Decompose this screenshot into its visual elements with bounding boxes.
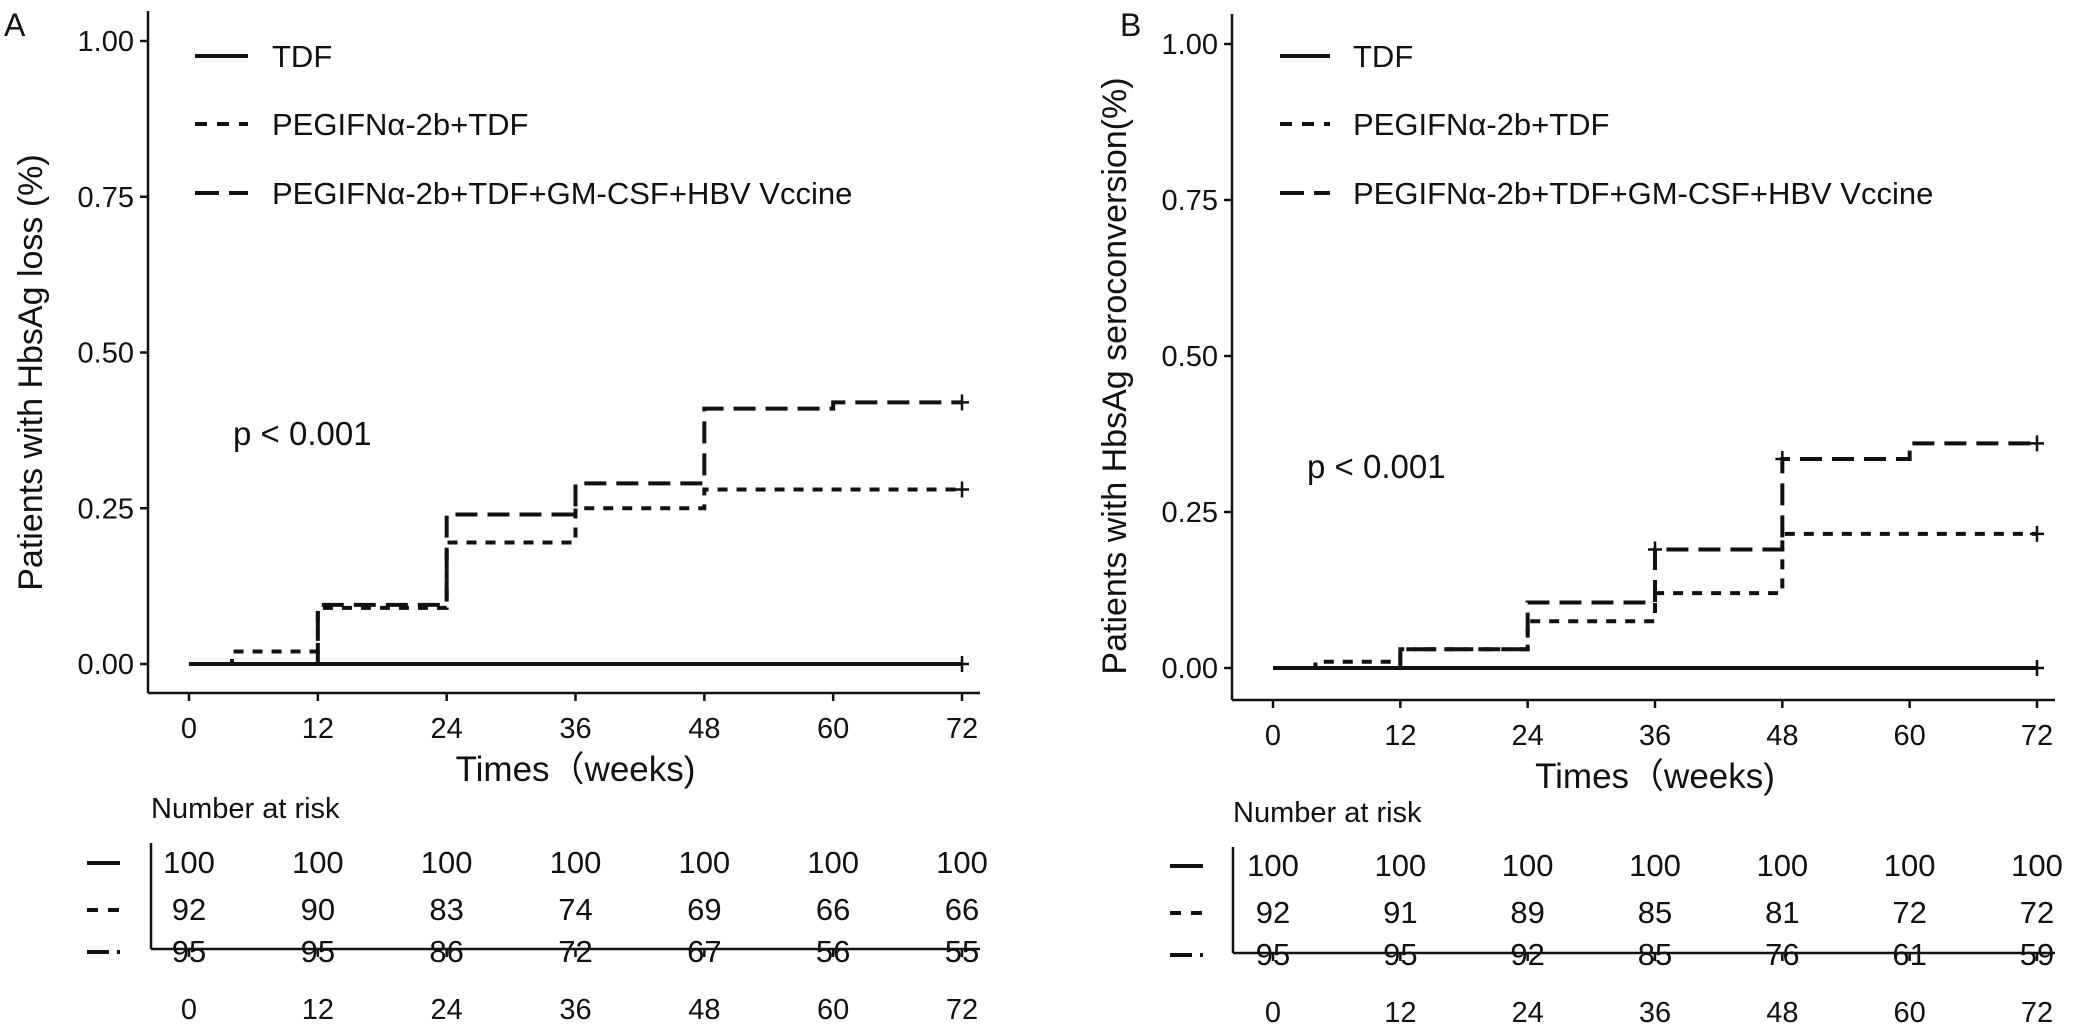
- y-axis-title: Patients with HbsAg loss (%): [12, 154, 50, 591]
- risk-cell: 100: [1247, 848, 1299, 883]
- risk-cell: 81: [1765, 895, 1799, 930]
- legend-label: TDF: [272, 39, 332, 74]
- x-tick-label: 48: [1766, 720, 1798, 752]
- legend-label: TDF: [1353, 39, 1413, 74]
- x-axis-title: Times（weeks): [1535, 757, 1775, 796]
- risk-x-tick-label: 12: [302, 994, 334, 1026]
- risk-cell: 91: [1383, 895, 1417, 930]
- panel-b: B 0.00 0.25 0.50 0.75 1.00 0 12 24 36 48 60 72 Times（…: [1096, 7, 2063, 1029]
- risk-cell: 100: [292, 845, 344, 880]
- risk-x-tick-label: 48: [688, 994, 720, 1026]
- risk-x-tick-label: 24: [1512, 997, 1544, 1029]
- legend-label: PEGIFNα-2b+TDF+GM-CSF+HBV Vccine: [272, 176, 852, 211]
- x-tick-label: 0: [181, 713, 197, 745]
- y-tick-label: 1.00: [1162, 29, 1218, 61]
- risk-cell: 72: [2020, 895, 2054, 930]
- risk-cell: 100: [421, 845, 473, 880]
- risk-cell: 100: [1756, 848, 1808, 883]
- y-tick-label: 0.00: [78, 649, 134, 681]
- series-line-dashed: [189, 487, 962, 666]
- risk-cell: 100: [1374, 848, 1426, 883]
- censor-mark: [1775, 450, 1790, 467]
- risk-cell: 72: [1892, 895, 1926, 930]
- risk-cell: 100: [936, 845, 988, 880]
- x-tick-label: 24: [431, 713, 463, 745]
- risk-cell: 89: [1510, 895, 1544, 930]
- risk-x-tick-label: 48: [1766, 997, 1798, 1029]
- risk-cell: 92: [1256, 895, 1290, 930]
- risk-cell: 100: [1502, 848, 1554, 883]
- risk-cell: 74: [558, 892, 592, 927]
- series-line-dashed: [1273, 531, 2037, 670]
- risk-cell: 100: [163, 845, 215, 880]
- risk-x-tick-label: 60: [1894, 997, 1926, 1029]
- risk-cell: 66: [816, 892, 850, 927]
- y-tick-label: 0.50: [78, 338, 134, 370]
- y-tick-label: 0.00: [1162, 653, 1218, 685]
- x-tick-label: 48: [688, 713, 720, 745]
- panel-label: B: [1120, 7, 1141, 43]
- risk-table-title: Number at risk: [1233, 797, 1422, 829]
- panel-label: A: [4, 7, 26, 43]
- x-tick-label: 24: [1512, 720, 1544, 752]
- x-tick-label: 36: [559, 713, 591, 745]
- legend-label: PEGIFNα-2b+TDF: [272, 107, 529, 142]
- risk-x-tick-label: 36: [1639, 997, 1671, 1029]
- risk-cell: 66: [945, 892, 979, 927]
- x-tick-label: 72: [2021, 720, 2053, 752]
- censor-mark: [2030, 435, 2044, 452]
- series-line-longdash: [1273, 441, 2037, 670]
- censor-mark: [2030, 525, 2044, 542]
- x-tick-label: 36: [1639, 720, 1671, 752]
- censor-mark: [955, 656, 969, 672]
- y-axis-title: Patients with HbsAg seroconversion(%): [1096, 77, 1134, 674]
- y-tick-label: 0.25: [1162, 497, 1218, 529]
- y-tick-label: 0.50: [1162, 341, 1218, 373]
- risk-x-tick-label: 12: [1384, 997, 1416, 1029]
- y-tick-label: 0.25: [78, 493, 134, 525]
- risk-x-tick-label: 0: [1265, 997, 1281, 1029]
- series-line-longdash: [189, 400, 962, 666]
- risk-cell: 100: [678, 845, 730, 880]
- risk-x-tick-label: 60: [817, 994, 849, 1026]
- risk-x-tick-label: 24: [431, 994, 463, 1026]
- risk-cell: 100: [1629, 848, 1681, 883]
- x-tick-label: 12: [1384, 720, 1416, 752]
- p-value-annotation: p < 0.001: [233, 415, 372, 452]
- y-tick-label: 1.00: [78, 26, 134, 58]
- y-tick-label: 0.75: [78, 182, 134, 214]
- censor-mark: [955, 481, 969, 498]
- risk-cell: 100: [807, 845, 859, 880]
- censor-mark: [1648, 541, 1662, 558]
- censor-mark: [955, 394, 969, 411]
- risk-cell: 100: [2011, 848, 2063, 883]
- censor-mark: [2030, 660, 2044, 676]
- risk-table-title: Number at risk: [151, 793, 340, 825]
- legend-label: PEGIFNα-2b+TDF+GM-CSF+HBV Vccine: [1353, 176, 1933, 211]
- risk-cell: 69: [687, 892, 721, 927]
- risk-x-tick-label: 36: [559, 994, 591, 1026]
- y-tick-label: 0.75: [1162, 185, 1218, 217]
- risk-x-tick-label: 0: [181, 994, 197, 1026]
- x-tick-label: 60: [1894, 720, 1926, 752]
- risk-cell: 83: [429, 892, 463, 927]
- x-tick-label: 12: [302, 713, 334, 745]
- risk-x-tick-label: 72: [2021, 997, 2053, 1029]
- risk-cell: 90: [301, 892, 335, 927]
- x-tick-label: 0: [1265, 720, 1281, 752]
- risk-x-tick-label: 72: [946, 994, 978, 1026]
- x-tick-label: 72: [946, 713, 978, 745]
- risk-cell: 92: [172, 892, 206, 927]
- risk-cell: 100: [550, 845, 602, 880]
- p-value-annotation: p < 0.001: [1307, 448, 1446, 485]
- risk-cell: 85: [1638, 895, 1672, 930]
- panel-a: A 0.00 0.25 0.50 0.75 1.00 0 12 24 36 48 60 72 Times（…: [4, 7, 988, 1026]
- risk-cell: 100: [1884, 848, 1936, 883]
- x-axis-title: Times（weeks): [456, 750, 696, 789]
- x-tick-label: 60: [817, 713, 849, 745]
- legend-label: PEGIFNα-2b+TDF: [1353, 107, 1610, 142]
